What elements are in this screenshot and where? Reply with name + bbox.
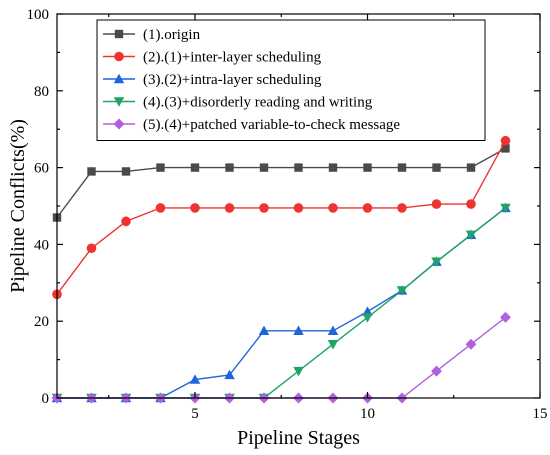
series-4-point — [362, 313, 373, 323]
series-4-point — [465, 230, 477, 241]
series-2-point — [500, 135, 511, 146]
series-2-point — [431, 199, 442, 209]
y-tick-label: 80 — [34, 84, 49, 100]
legend-marker-3 — [113, 73, 125, 84]
series-1-point — [294, 163, 303, 172]
series-1-point — [501, 144, 510, 153]
series-2-point — [328, 203, 338, 213]
series-3-point — [224, 369, 235, 380]
y-axis-title: Pipeline Conflicts(%) — [7, 119, 29, 293]
legend-label-3: (3).(2)+intra-layer scheduling — [143, 72, 322, 88]
series-2 — [52, 135, 511, 300]
series-2-point — [259, 203, 269, 213]
series-1-point — [225, 163, 234, 172]
legend-label-4: (4).(3)+disorderly reading and writing — [143, 95, 373, 111]
series-1-point — [121, 167, 131, 176]
series-4-point — [500, 203, 511, 214]
series-5-line — [57, 316, 506, 399]
legend-marker-5 — [113, 118, 125, 130]
series-4-point — [327, 340, 339, 350]
series-2-point — [86, 243, 97, 254]
series-4-point — [293, 366, 304, 377]
y-tick-label: 100 — [27, 7, 50, 23]
series-3-point — [327, 325, 339, 335]
series-4-point — [396, 286, 408, 296]
x-tick-label: 15 — [533, 406, 548, 422]
series-2-point — [466, 199, 476, 209]
y-tick-label: 20 — [34, 314, 49, 330]
series-1-point — [363, 163, 372, 172]
series-1-point — [432, 163, 441, 172]
series-1-line — [56, 147, 506, 218]
series-1-point — [259, 163, 269, 172]
legend-label-5: (5).(4)+patched variable-to-check messag… — [143, 117, 400, 133]
series-3-point — [258, 325, 270, 335]
series-2-point — [397, 203, 407, 213]
legend-label-2: (2).(1)+inter-layer scheduling — [143, 50, 322, 66]
series-1-point — [397, 163, 407, 172]
legend-label-1: (1).origin — [143, 27, 201, 43]
series-5-point — [465, 338, 477, 350]
series-5-point — [431, 365, 442, 377]
legend-box — [96, 19, 486, 141]
series-2-line — [56, 140, 507, 295]
x-axis-title: Pipeline Stages — [237, 427, 360, 449]
series-5-point — [500, 311, 511, 323]
series-4 — [51, 203, 511, 404]
series-2-point — [190, 203, 200, 213]
y-tick-label: 60 — [34, 161, 49, 177]
series-2-point — [155, 203, 166, 213]
series-2-point — [224, 203, 235, 213]
y-tick-label: 40 — [34, 237, 49, 253]
series-4-point — [431, 257, 442, 267]
legend: (1).origin (2).(1)+inter-layer scheduling… — [96, 19, 486, 141]
series-1-point — [190, 163, 200, 172]
series-1-point — [328, 163, 338, 172]
legend-marker-4 — [113, 97, 125, 107]
series-2-point — [362, 203, 373, 213]
series-5 — [51, 311, 511, 404]
legend-marker-1 — [114, 29, 124, 39]
series-1-point — [87, 167, 96, 176]
x-tick-label: 5 — [191, 406, 199, 422]
series-1-point — [156, 163, 165, 172]
series-1 — [52, 144, 510, 222]
series-1-point — [466, 163, 476, 172]
series-3 — [51, 202, 511, 403]
series-3-point — [293, 325, 304, 335]
legend-marker-2 — [114, 51, 124, 62]
series-2-point — [293, 203, 304, 213]
plot-area — [51, 135, 511, 404]
y-tick-label: 0 — [42, 391, 50, 407]
axes: 5 10 15 0 20 40 60 80 100 — [27, 7, 548, 422]
series-3-point — [189, 374, 201, 384]
x-tick-label: 10 — [360, 406, 375, 422]
series-2-point — [121, 216, 131, 227]
